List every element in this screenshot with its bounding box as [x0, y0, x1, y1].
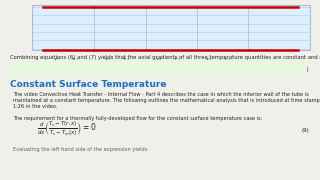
Text: $\frac{d}{dx}\left(\frac{T_s - T(r,x)}{T_s - T_m(x)}\right) = 0$: $\frac{d}{dx}\left(\frac{T_s - T(r,x)}{T… — [37, 120, 97, 138]
Text: (9): (9) — [301, 128, 309, 133]
Text: Evaluating the left hand side of the expression yields:: Evaluating the left hand side of the exp… — [13, 147, 148, 152]
Text: $\frac{d}{dx}T(r,x) = \frac{d}{dx}T_s(x) = \frac{d}{dx}T_m(x)$: $\frac{d}{dx}T(r,x) = \frac{d}{dx}T_s(x)… — [71, 62, 166, 76]
Text: $T_{s2}$: $T_{s2}$ — [122, 56, 131, 65]
Text: Combining equations (6) and (7) yields that the axial gradients of all three tem: Combining equations (6) and (7) yields t… — [10, 55, 320, 60]
Text: The video Convective Heat Transfer - Internal Flow - Part 4 describes the case i: The video Convective Heat Transfer - Int… — [13, 92, 308, 97]
Text: Constant Surface Temperature: Constant Surface Temperature — [10, 80, 166, 89]
Text: x: x — [35, 5, 39, 11]
Text: (8): (8) — [301, 67, 309, 72]
Text: $x_3$: $x_3$ — [155, 56, 162, 64]
Text: $T_{s4}$: $T_{s4}$ — [223, 56, 232, 65]
Text: $T_{s3}$: $T_{s3}$ — [173, 56, 182, 65]
Text: The requirement for a thermally fully-developed flow for the constant surface te: The requirement for a thermally fully-de… — [13, 116, 262, 121]
Text: $x_4$: $x_4$ — [204, 56, 212, 64]
Text: $T_{s1}$: $T_{s1}$ — [71, 56, 79, 65]
Text: $x_2$: $x_2$ — [104, 56, 111, 64]
Text: maintained at a constant temperature. The following outlines the mathematical an: maintained at a constant temperature. Th… — [13, 98, 320, 103]
Text: $x_1$: $x_1$ — [52, 56, 60, 64]
Text: 1:26 in the video.: 1:26 in the video. — [13, 104, 57, 109]
